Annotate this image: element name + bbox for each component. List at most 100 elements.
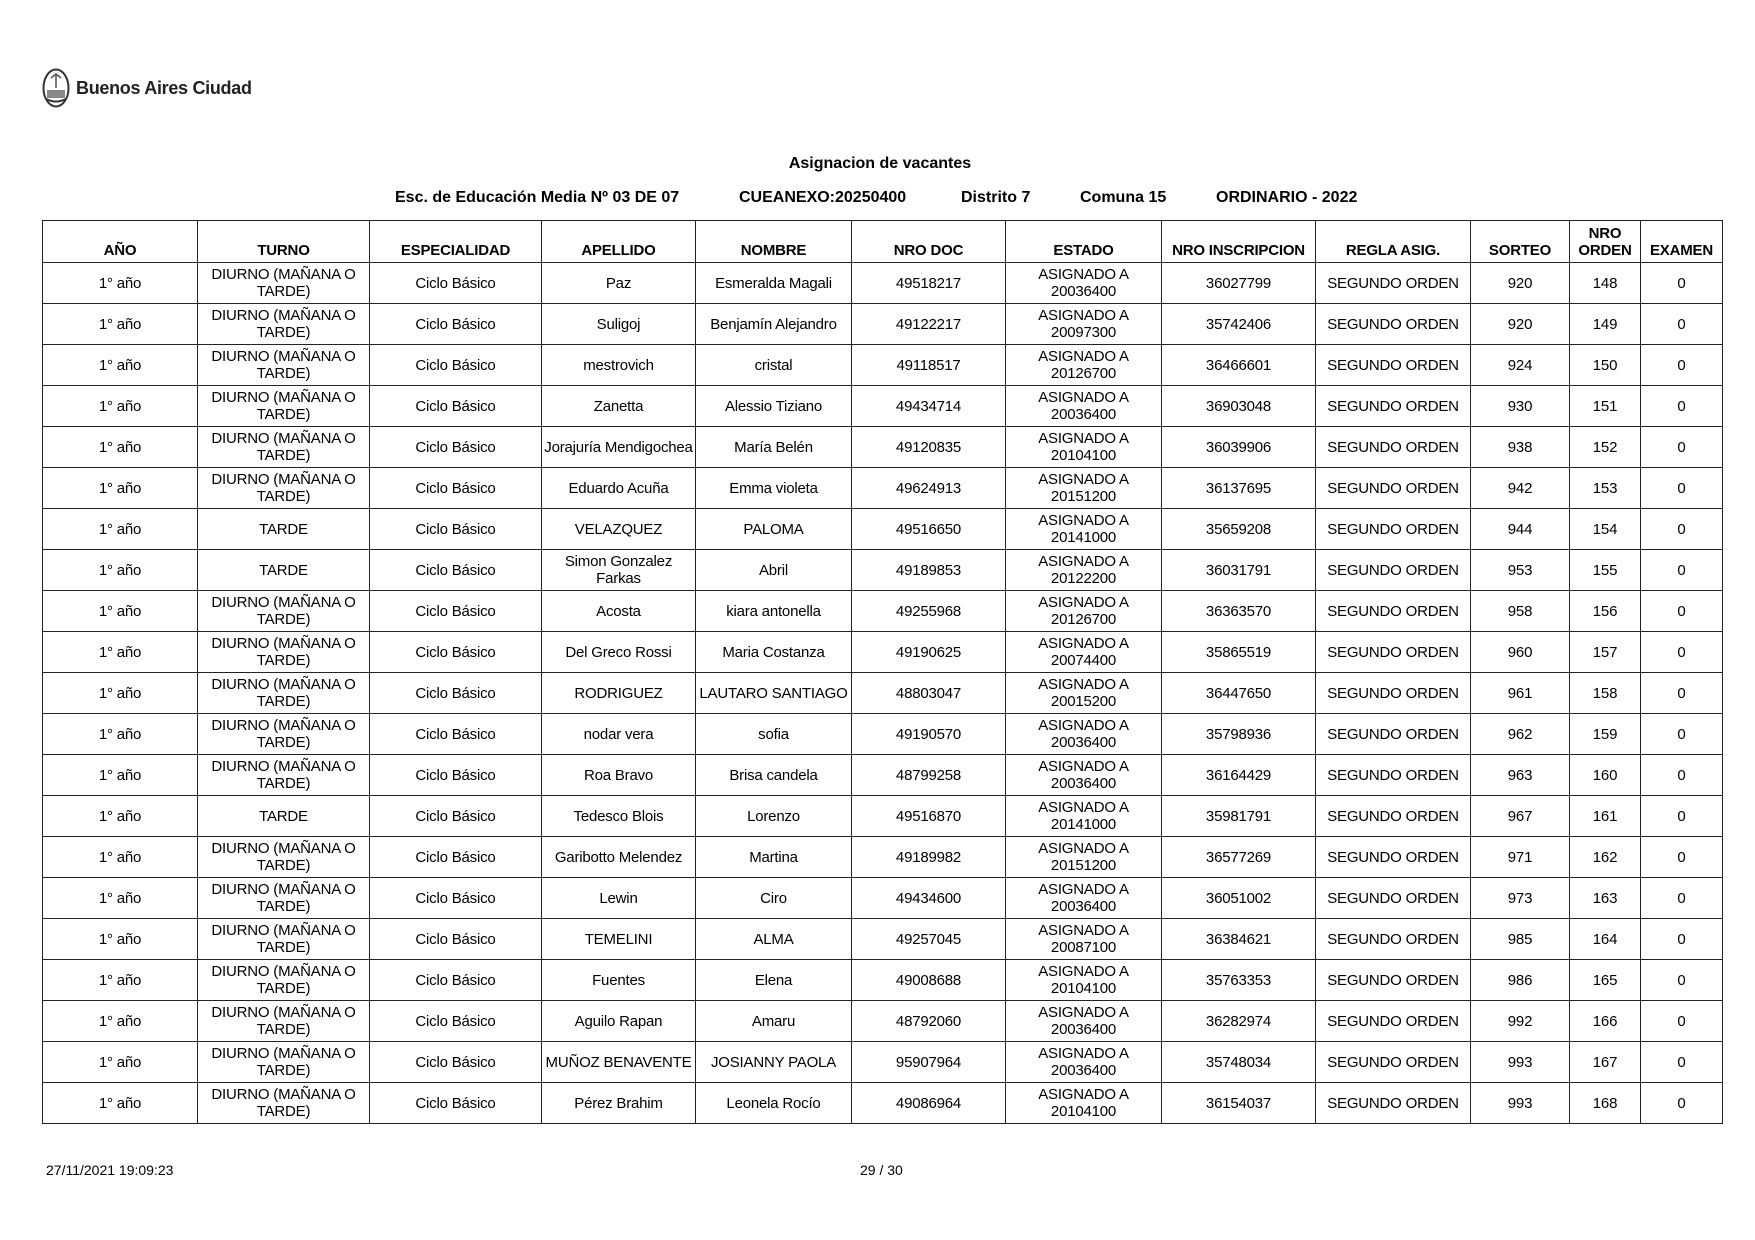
- table-cell: 49008688: [851, 959, 1006, 1001]
- table-cell: 36363570: [1161, 590, 1316, 632]
- table-cell: Ciclo Básico: [369, 754, 542, 796]
- table-cell: 49118517: [851, 344, 1006, 386]
- table-cell: 1° año: [42, 877, 198, 919]
- table-cell: 986: [1470, 959, 1570, 1001]
- table-cell: 1° año: [42, 672, 198, 714]
- column-header: ESTADO: [1005, 220, 1162, 263]
- table-cell: SEGUNDO ORDEN: [1315, 262, 1471, 304]
- table-cell: Benjamín Alejandro: [695, 303, 852, 345]
- table-cell: Ciclo Básico: [369, 1041, 542, 1083]
- table-cell: 920: [1470, 303, 1570, 345]
- table-cell: 0: [1640, 426, 1723, 468]
- table-cell: LAUTARO SANTIAGO: [695, 672, 852, 714]
- table-row: 1° año DIURNO (MAÑANA O TARDE) Ciclo Básic…: [42, 877, 1723, 919]
- table-cell: 971: [1470, 836, 1570, 878]
- table-cell: Ciro: [695, 877, 852, 919]
- table-cell: María Belén: [695, 426, 852, 468]
- table-cell: 157: [1569, 631, 1641, 673]
- table-cell: 49434714: [851, 385, 1006, 427]
- table-cell: PALOMA: [695, 508, 852, 550]
- table-cell: Del Greco Rossi: [541, 631, 696, 673]
- table-cell: sofia: [695, 713, 852, 755]
- table-cell: JOSIANNY PAOLA: [695, 1041, 852, 1083]
- table-cell: SEGUNDO ORDEN: [1315, 1082, 1471, 1124]
- table-body: 1° año DIURNO (MAÑANA O TARDE) Ciclo Básic…: [42, 262, 1723, 1124]
- table-cell: Simon Gonzalez Farkas: [541, 549, 696, 591]
- table-cell: ASIGNADO A 20122200: [1005, 549, 1162, 591]
- table-cell: Tedesco Blois: [541, 795, 696, 837]
- table-cell: Suligoj: [541, 303, 696, 345]
- table-cell: 36027799: [1161, 262, 1316, 304]
- distrito: Distrito 7: [961, 189, 1031, 206]
- table-cell: MUÑOZ BENAVENTE: [541, 1041, 696, 1083]
- table-cell: 35659208: [1161, 508, 1316, 550]
- table-cell: DIURNO (MAÑANA O TARDE): [197, 877, 370, 919]
- table-cell: 49624913: [851, 467, 1006, 509]
- table-cell: DIURNO (MAÑANA O TARDE): [197, 959, 370, 1001]
- table-cell: Pérez Brahim: [541, 1082, 696, 1124]
- table-cell: 35798936: [1161, 713, 1316, 755]
- table-cell: DIURNO (MAÑANA O TARDE): [197, 303, 370, 345]
- table-cell: 49120835: [851, 426, 1006, 468]
- buenos-aires-logo: Buenos Aires Ciudad: [42, 68, 252, 108]
- table-cell: mestrovich: [541, 344, 696, 386]
- table-cell: 168: [1569, 1082, 1641, 1124]
- table-cell: 0: [1640, 344, 1723, 386]
- table-cell: 154: [1569, 508, 1641, 550]
- table-cell: 0: [1640, 467, 1723, 509]
- table-cell: ASIGNADO A 20036400: [1005, 754, 1162, 796]
- table-cell: 155: [1569, 549, 1641, 591]
- table-cell: 35748034: [1161, 1041, 1316, 1083]
- table-cell: 967: [1470, 795, 1570, 837]
- table-cell: 152: [1569, 426, 1641, 468]
- table-cell: SEGUNDO ORDEN: [1315, 713, 1471, 755]
- column-header: APELLIDO: [541, 220, 696, 263]
- table-cell: 0: [1640, 303, 1723, 345]
- table-cell: Esmeralda Magali: [695, 262, 852, 304]
- table-cell: ASIGNADO A 20126700: [1005, 344, 1162, 386]
- table-cell: 924: [1470, 344, 1570, 386]
- table-cell: 993: [1470, 1082, 1570, 1124]
- table-cell: 161: [1569, 795, 1641, 837]
- table-cell: 930: [1470, 385, 1570, 427]
- table-cell: 48803047: [851, 672, 1006, 714]
- table-cell: 49190625: [851, 631, 1006, 673]
- table-cell: Ciclo Básico: [369, 836, 542, 878]
- cueanexo: CUEANEXO:20250400: [739, 189, 907, 206]
- table-cell: 1° año: [42, 713, 198, 755]
- table-cell: SEGUNDO ORDEN: [1315, 672, 1471, 714]
- table-cell: 151: [1569, 385, 1641, 427]
- table-row: 1° año DIURNO (MAÑANA O TARDE) Ciclo Básic…: [42, 713, 1723, 755]
- table-cell: 1° año: [42, 959, 198, 1001]
- table-cell: 0: [1640, 1041, 1723, 1083]
- table-cell: 1° año: [42, 508, 198, 550]
- table-cell: ASIGNADO A 20036400: [1005, 385, 1162, 427]
- table-cell: RODRIGUEZ: [541, 672, 696, 714]
- table-cell: Acosta: [541, 590, 696, 632]
- table-cell: DIURNO (MAÑANA O TARDE): [197, 344, 370, 386]
- table-cell: SEGUNDO ORDEN: [1315, 836, 1471, 878]
- table-cell: 0: [1640, 385, 1723, 427]
- table-cell: 960: [1470, 631, 1570, 673]
- table-cell: ASIGNADO A 20015200: [1005, 672, 1162, 714]
- table-cell: 1° año: [42, 631, 198, 673]
- table-cell: 36903048: [1161, 385, 1316, 427]
- table-cell: ASIGNADO A 20151200: [1005, 836, 1162, 878]
- table-cell: 953: [1470, 549, 1570, 591]
- table-row: 1° año TARDE Ciclo Básico Simon Gonzalez Fa…: [42, 549, 1723, 591]
- table-cell: Ciclo Básico: [369, 631, 542, 673]
- table-cell: Garibotto Melendez: [541, 836, 696, 878]
- table-cell: 1° año: [42, 795, 198, 837]
- table-cell: 962: [1470, 713, 1570, 755]
- table-cell: 1° año: [42, 467, 198, 509]
- table-cell: 1° año: [42, 1041, 198, 1083]
- school-name: Esc. de Educación Media Nº 03 DE 07: [395, 189, 680, 206]
- table-cell: Ciclo Básico: [369, 959, 542, 1001]
- table-cell: 48799258: [851, 754, 1006, 796]
- table-cell: 1° año: [42, 549, 198, 591]
- table-cell: SEGUNDO ORDEN: [1315, 1000, 1471, 1042]
- table-cell: 920: [1470, 262, 1570, 304]
- table-cell: 0: [1640, 1082, 1723, 1124]
- table-cell: DIURNO (MAÑANA O TARDE): [197, 385, 370, 427]
- table-cell: SEGUNDO ORDEN: [1315, 549, 1471, 591]
